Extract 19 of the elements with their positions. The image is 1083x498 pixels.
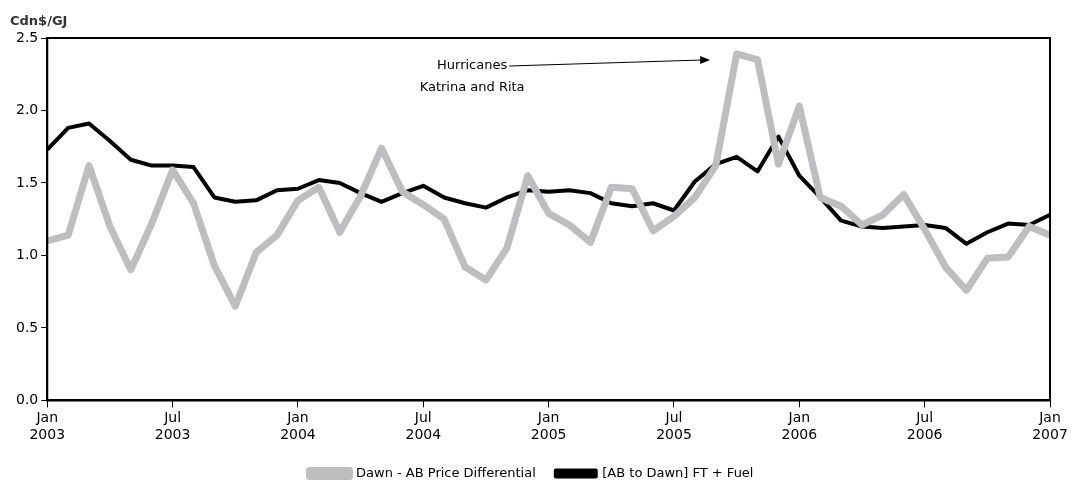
x-tick-label: Jan 2004 — [280, 409, 316, 443]
x-tick-label: Jul 2006 — [906, 409, 943, 443]
y-tick-label: 1.0 — [16, 246, 39, 263]
legend-label: Dawn - AB Price Differential — [356, 464, 536, 480]
y-tick-label: 1.5 — [16, 173, 39, 190]
x-tick-label: Jan 2006 — [781, 409, 818, 443]
y-tick-label: 2.0 — [16, 101, 39, 118]
x-tick-label: Jan 2007 — [1032, 409, 1068, 443]
y-tick-label: 0.0 — [16, 391, 39, 408]
y-axis-title: Cdn$/GJ — [10, 13, 68, 29]
y-tick-label: 0.5 — [16, 318, 39, 335]
y-tick-label: 2.5 — [16, 28, 39, 45]
x-tick-label: Jul 2003 — [154, 409, 191, 443]
x-tick-label: Jan 2003 — [29, 409, 66, 443]
legend-label: [AB to Dawn] FT + Fuel — [602, 464, 754, 480]
annotation: Hurricanes Katrina and Rita — [419, 57, 525, 95]
x-tick-label: Jan 2005 — [530, 409, 567, 443]
x-tick-label: Jul 2004 — [405, 409, 442, 443]
x-tick-label: Jul 2005 — [656, 409, 692, 443]
